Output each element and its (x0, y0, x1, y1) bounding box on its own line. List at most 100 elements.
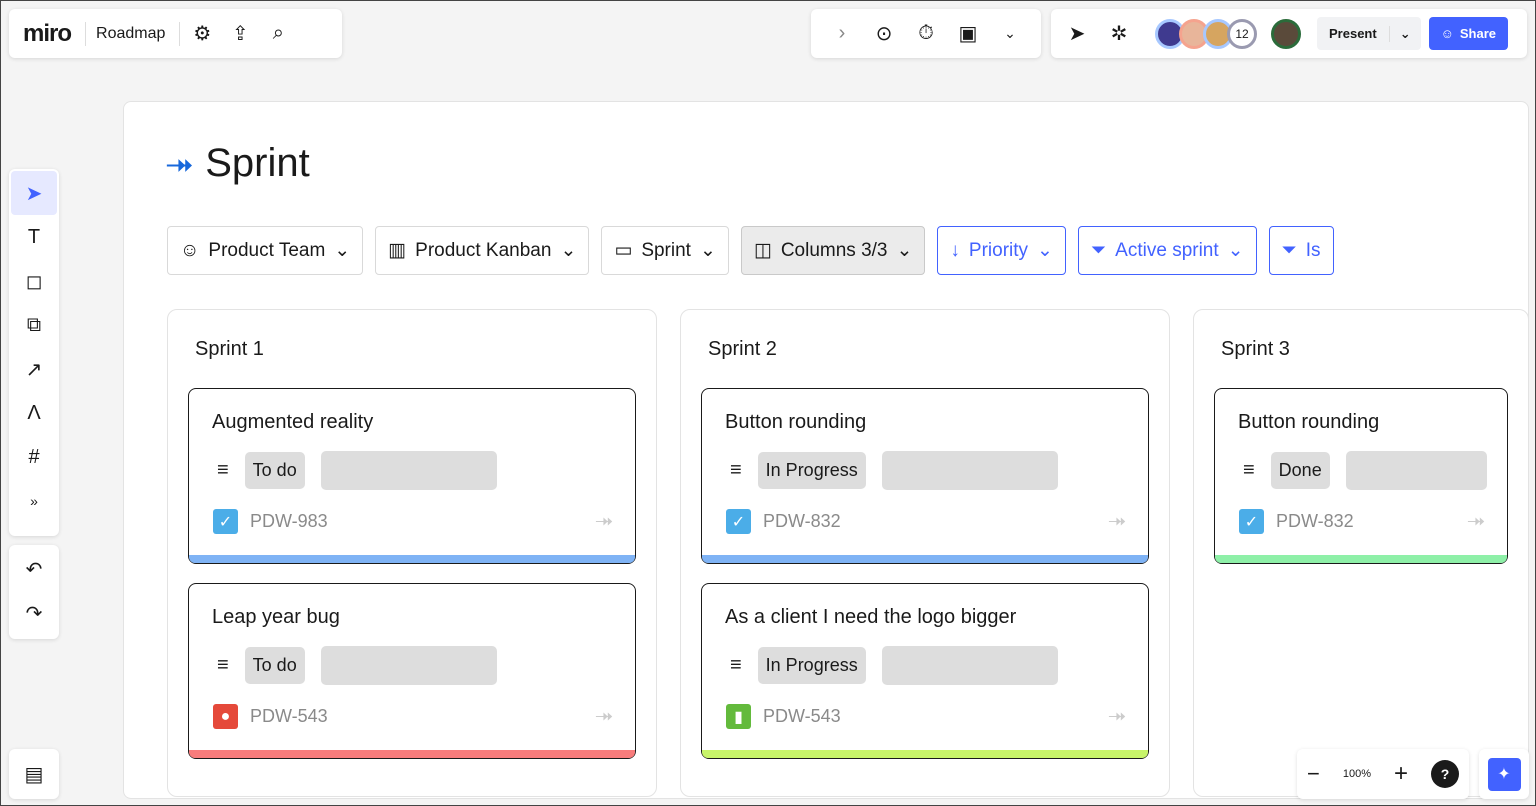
card-title: Button rounding (725, 411, 867, 433)
chevron-right-icon[interactable]: › (838, 22, 846, 44)
redo-icon[interactable]: ↷ (25, 602, 43, 625)
frame-tool[interactable]: # (28, 445, 40, 468)
status-badge[interactable]: Done (1270, 452, 1330, 489)
issue-card[interactable]: Button rounding ≡ Done ✓ PDW-832 ⯮ (1214, 388, 1508, 564)
filter-priority[interactable]: ↓ Priority ⌄ (937, 226, 1066, 275)
arrow-down-icon: ↓ (950, 239, 960, 261)
issue-key[interactable]: PDW-543 (763, 706, 841, 726)
user-icon: ☺ (1440, 26, 1454, 41)
collaborator-count[interactable]: 12 (1227, 18, 1257, 49)
filter-sprint[interactable]: ▭ Sprint ⌄ (601, 226, 729, 275)
zoom-out-button[interactable]: − (1307, 761, 1320, 786)
shapes-tool[interactable]: ⧉ (26, 313, 42, 336)
chevron-down-icon[interactable]: ⌄ (1388, 25, 1421, 42)
issue-card[interactable]: Augmented reality ≡ To do ✓ PDW-983 ⯮ (188, 388, 636, 564)
issue-card[interactable]: Leap year bug ≡ To do ● PDW-543 ⯮ (188, 583, 636, 759)
jira-icon: ⯮ (595, 702, 613, 727)
share-toolbar: ➤ ✲ 12 Present ⌄ ☺ Share (1051, 9, 1527, 58)
jira-icon: ⯮ (1108, 702, 1126, 727)
sprint-column: Sprint 1 Augmented reality ≡ To do ✓ PDW… (167, 309, 657, 797)
card-icon[interactable]: ▣ (958, 23, 978, 45)
status-badge[interactable]: In Progress (757, 647, 866, 684)
zoom-in-button[interactable]: + (1393, 760, 1408, 787)
card-color-bar (702, 750, 1148, 758)
chevron-down-icon: ⌄ (699, 240, 716, 261)
sprint-column: Sprint 3 Button rounding ≡ Done ✓ PDW-83… (1193, 309, 1529, 797)
task-type-icon: ✓ (213, 509, 238, 534)
sparkle-icon[interactable]: ✦ (1487, 757, 1521, 791)
help-button[interactable]: ? (1430, 760, 1459, 788)
columns-icon: ▥ (388, 240, 407, 261)
status-badge[interactable]: To do (244, 452, 305, 489)
share-button[interactable]: ☺ Share (1428, 17, 1509, 50)
issue-key[interactable]: PDW-983 (250, 511, 328, 531)
search-icon[interactable]: ⌕ (272, 22, 284, 44)
arrow-tool[interactable]: ↗ (25, 358, 43, 381)
sprint-icon: ▭ (614, 240, 633, 261)
status-badge[interactable]: To do (244, 647, 305, 684)
user-avatar[interactable] (1271, 18, 1301, 49)
filter-product-team[interactable]: ☺ Product Team ⌄ (167, 226, 364, 275)
issue-card[interactable]: As a client I need the logo bigger ≡ In … (701, 583, 1149, 759)
upload-icon[interactable]: ⇪ (232, 23, 249, 45)
zoom-controls: − 100% + ? (1297, 749, 1469, 799)
celebrate-icon[interactable]: ✲ (1110, 23, 1128, 45)
sticky-note-tool[interactable]: ◻ (25, 270, 43, 293)
present-button[interactable]: Present ⌄ (1317, 17, 1421, 50)
more-tools-icon[interactable]: » (30, 493, 38, 509)
collab-toolbar: › ⊙ ⏱ ▣ ⌄ (811, 9, 1041, 58)
issue-key[interactable]: PDW-832 (1276, 511, 1354, 531)
card-title: Augmented reality (212, 411, 374, 433)
board-name[interactable]: Roadmap (96, 24, 166, 42)
settings-icon[interactable]: ⚙ (193, 23, 212, 45)
filter-is[interactable]: ⏷ Is (1268, 226, 1334, 275)
issue-card[interactable]: Button rounding ≡ In Progress ✓ PDW-832 … (701, 388, 1149, 564)
miro-logo[interactable]: miro (23, 19, 72, 47)
collaborators[interactable]: 12 (1155, 18, 1257, 49)
pen-tool[interactable]: Λ (27, 401, 41, 424)
chevron-down-icon: ⌄ (1037, 240, 1053, 261)
card-title: Leap year bug (212, 606, 340, 628)
divider (85, 21, 87, 46)
description-icon: ≡ (730, 459, 742, 481)
timer-icon[interactable]: ⏱ (918, 22, 934, 44)
filter-columns-3-3[interactable]: ◫ Columns 3/3 ⌄ (740, 226, 926, 275)
placeholder-field (320, 451, 497, 490)
description-icon: ≡ (1243, 459, 1255, 481)
chevron-down-icon: ⌄ (560, 240, 577, 261)
card-title: Button rounding (1238, 411, 1380, 433)
description-icon: ≡ (730, 654, 742, 676)
chevron-double-down-icon[interactable]: ⌄ (1004, 25, 1016, 41)
page-title: ⯮ Sprint (166, 141, 310, 185)
jira-icon: ⯮ (1467, 507, 1485, 532)
chevron-down-icon: ⌄ (896, 240, 913, 261)
placeholder-field (881, 451, 1058, 490)
issue-key[interactable]: PDW-832 (763, 511, 841, 531)
filter-active-sprint[interactable]: ⏷ Active sprint ⌄ (1077, 226, 1257, 275)
select-tool[interactable]: ➤ (11, 171, 57, 215)
task-type-icon: ✓ (1239, 509, 1264, 534)
sprint-column: Sprint 2 Button rounding ≡ In Progress ✓… (680, 309, 1170, 797)
placeholder-field (1345, 451, 1487, 490)
filter-bar: ☺ Product Team ⌄ ▥ Product Kanban ⌄ ▭ Sprint ⌄ ◫ C… (167, 226, 1334, 275)
text-tool[interactable]: T (27, 225, 41, 248)
status-badge[interactable]: In Progress (757, 452, 866, 489)
issue-key[interactable]: PDW-543 (250, 706, 328, 726)
card-color-bar (1215, 555, 1507, 563)
filter-icon: ⏷ (1090, 239, 1107, 261)
panel-icon: ▤ (24, 763, 44, 786)
filter-icon: ⏷ (1281, 239, 1297, 261)
zoom-level[interactable]: 100% (1342, 768, 1371, 780)
undo-icon[interactable]: ↶ (25, 558, 43, 581)
filter-product-kanban[interactable]: ▥ Product Kanban ⌄ (375, 226, 590, 275)
placeholder-field (320, 646, 497, 685)
cursor-filter-icon[interactable]: ➤ (1068, 23, 1086, 45)
column-title: Sprint 1 (195, 338, 264, 360)
column-title: Sprint 2 (708, 338, 777, 360)
jira-icon: ⯮ (1108, 507, 1126, 532)
column-title: Sprint 3 (1221, 338, 1290, 360)
focus-icon[interactable]: ⊙ (875, 23, 893, 45)
bug-type-icon: ● (213, 704, 238, 729)
sidebar-toggle[interactable]: ▤ (9, 749, 59, 799)
chevron-down-icon: ⌄ (1227, 240, 1244, 261)
